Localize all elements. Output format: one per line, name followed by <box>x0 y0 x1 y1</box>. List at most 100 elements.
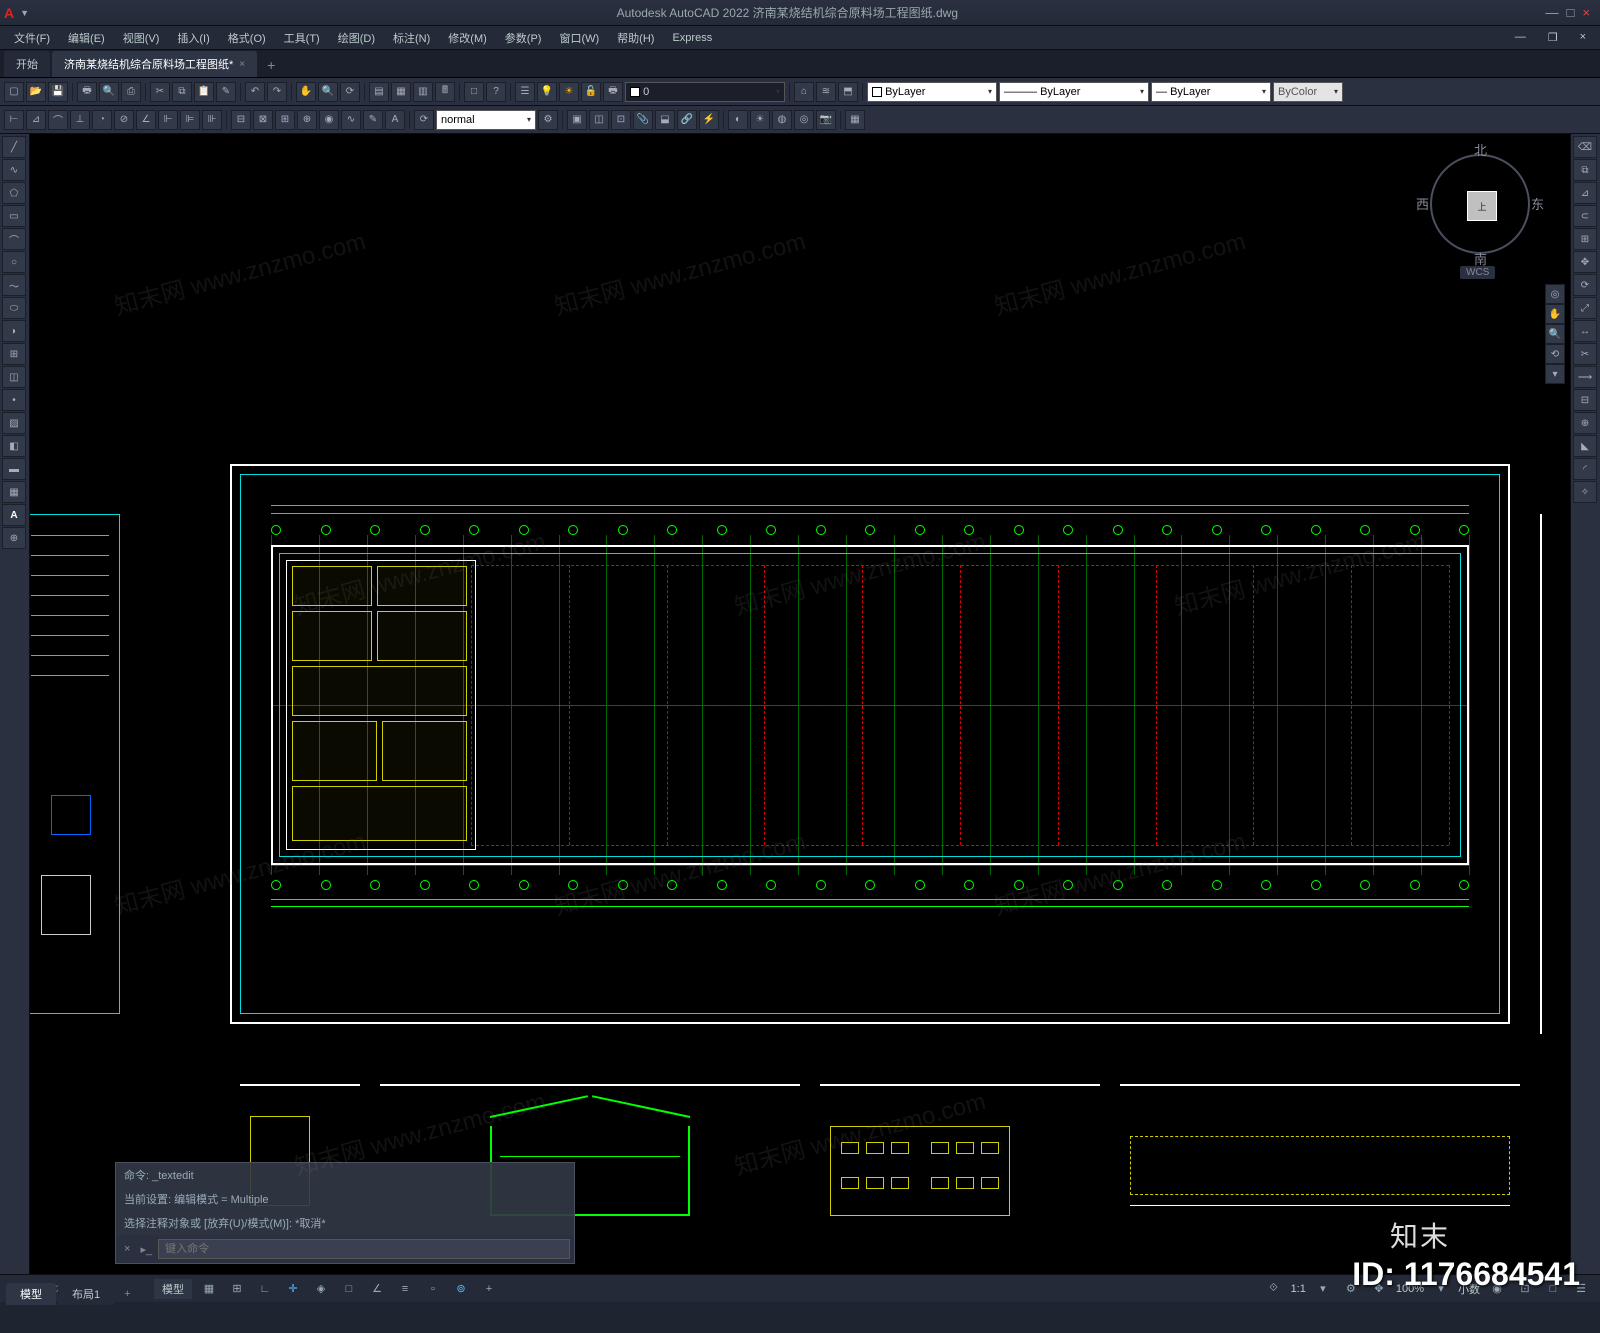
move-icon[interactable]: ✥ <box>1573 251 1597 273</box>
command-input[interactable] <box>158 1239 570 1259</box>
anno-scale-icon[interactable]: ⟐ <box>1263 1279 1285 1299</box>
help-icon[interactable]: ? <box>486 82 506 102</box>
layer-filter-icon[interactable]: ⌂ <box>794 82 814 102</box>
new-icon[interactable]: ▢ <box>4 82 24 102</box>
grid-toggle-icon[interactable]: ▦ <box>198 1279 220 1299</box>
menu-draw[interactable]: 绘图(D) <box>330 28 383 48</box>
dim-continue-icon[interactable]: ⊪ <box>202 110 222 130</box>
window-close-icon[interactable]: × <box>1582 5 1590 20</box>
menu-tools[interactable]: 工具(T) <box>276 28 328 48</box>
dimstyle-dropdown[interactable]: normal <box>436 110 536 130</box>
redo-icon[interactable]: ↷ <box>267 82 287 102</box>
scale-dropdown-icon[interactable]: ▾ <box>1312 1279 1334 1299</box>
cut-icon[interactable]: ✂ <box>150 82 170 102</box>
nav-show-icon[interactable]: ▾ <box>1545 364 1565 384</box>
dim-diameter-icon[interactable]: ⊘ <box>114 110 134 130</box>
trans-toggle-icon[interactable]: ▫ <box>422 1279 444 1299</box>
center-icon[interactable]: ⊕ <box>297 110 317 130</box>
scale-icon[interactable]: ⤢ <box>1573 297 1597 319</box>
menu-file[interactable]: 文件(F) <box>6 28 58 48</box>
explode-icon[interactable]: ✧ <box>1573 481 1597 503</box>
rotate-icon[interactable]: ⟳ <box>1573 274 1597 296</box>
publish-icon[interactable]: ⎙ <box>121 82 141 102</box>
menu-window[interactable]: 窗口(W) <box>551 28 607 48</box>
drawing-canvas[interactable]: 北 南 东 西 上 WCS ◎ ✋ 🔍 ⟲ ▾ <box>30 134 1570 1274</box>
dim-quick-icon[interactable]: ⊩ <box>158 110 178 130</box>
viewcube-east[interactable]: 东 <box>1531 194 1544 213</box>
field-icon[interactable]: ⊡ <box>611 110 631 130</box>
zoom-icon[interactable]: 🔍 <box>318 82 338 102</box>
extend-icon[interactable]: ⟶ <box>1573 366 1597 388</box>
tab-layout-add[interactable]: + <box>116 1288 138 1300</box>
pline-icon[interactable]: ∿ <box>2 159 26 181</box>
make-block-icon[interactable]: ◫ <box>2 366 26 388</box>
snap-toggle-icon[interactable]: ⊞ <box>226 1279 248 1299</box>
dim-update-icon[interactable]: ⟳ <box>414 110 434 130</box>
iso-toggle-icon[interactable]: ◈ <box>310 1279 332 1299</box>
undo-icon[interactable]: ↶ <box>245 82 265 102</box>
copy-obj-icon[interactable]: ⧉ <box>1573 159 1597 181</box>
sheet-icon[interactable]: ▦ <box>391 82 411 102</box>
layer-lock-icon[interactable]: 🔓 <box>581 82 601 102</box>
nav-orbit-icon[interactable]: ⟲ <box>1545 344 1565 364</box>
join-icon[interactable]: ⊕ <box>1573 412 1597 434</box>
osnap-toggle-icon[interactable]: □ <box>338 1279 360 1299</box>
open-icon[interactable]: 📂 <box>26 82 46 102</box>
properties-icon[interactable]: ▤ <box>369 82 389 102</box>
render-icon[interactable]: ◐ <box>728 110 748 130</box>
inspect-icon[interactable]: ◉ <box>319 110 339 130</box>
dim-radius-icon[interactable]: ◔ <box>92 110 112 130</box>
track-toggle-icon[interactable]: ∠ <box>366 1279 388 1299</box>
window-minimize-icon[interactable]: — <box>1546 5 1559 20</box>
polar-toggle-icon[interactable]: ✛ <box>282 1279 304 1299</box>
window-maximize-icon[interactable]: □ <box>1567 5 1575 20</box>
status-model-label[interactable]: 模型 <box>154 1279 192 1299</box>
tab-add-button[interactable]: + <box>259 53 283 77</box>
dim-aligned-icon[interactable]: ⊿ <box>26 110 46 130</box>
dim-baseline-icon[interactable]: ⊫ <box>180 110 200 130</box>
stretch-icon[interactable]: ↔ <box>1573 320 1597 342</box>
lwt-toggle-icon[interactable]: ≡ <box>394 1279 416 1299</box>
polygon-icon[interactable]: ⬠ <box>2 182 26 204</box>
doc-minimize-icon[interactable]: — <box>1507 29 1534 46</box>
attach-icon[interactable]: 📎 <box>633 110 653 130</box>
doc-restore-icon[interactable]: ❐ <box>1540 29 1566 46</box>
menu-dimension[interactable]: 标注(N) <box>385 28 438 48</box>
ellipse-arc-icon[interactable]: ◗ <box>2 320 26 342</box>
spline-icon[interactable]: ～ <box>2 274 26 296</box>
camera-icon[interactable]: 📷 <box>816 110 836 130</box>
offset-icon[interactable]: ⊂ <box>1573 205 1597 227</box>
layer-mgr-icon[interactable]: ☰ <box>515 82 535 102</box>
window-tile-icon[interactable]: ▦ <box>845 110 865 130</box>
viewcube-north[interactable]: 北 <box>1474 140 1487 159</box>
rectangle-icon[interactable]: ▭ <box>2 205 26 227</box>
block-icon[interactable]: ◫ <box>589 110 609 130</box>
doc-close-icon[interactable]: × <box>1572 29 1594 46</box>
menu-format[interactable]: 格式(O) <box>220 28 274 48</box>
dyn-toggle-icon[interactable]: + <box>478 1279 500 1299</box>
view-cube[interactable]: 北 南 东 西 上 WCS <box>1420 144 1540 264</box>
layer-dropdown[interactable]: 0 <box>625 82 785 102</box>
light-icon[interactable]: ☀ <box>750 110 770 130</box>
addselect-icon[interactable]: ⊕ <box>2 527 26 549</box>
nav-pan-icon[interactable]: ✋ <box>1545 304 1565 324</box>
pan-icon[interactable]: ✋ <box>296 82 316 102</box>
layer-plot-icon[interactable]: 🖶 <box>603 82 623 102</box>
line-icon[interactable]: ╱ <box>2 136 26 158</box>
ellipse-icon[interactable]: ⬭ <box>2 297 26 319</box>
circle-icon[interactable]: ○ <box>2 251 26 273</box>
menu-modify[interactable]: 修改(M) <box>440 28 495 48</box>
ortho-toggle-icon[interactable]: ∟ <box>254 1279 276 1299</box>
fillet-icon[interactable]: ◜ <box>1573 458 1597 480</box>
layer-bulb-icon[interactable]: 💡 <box>537 82 557 102</box>
gradient-icon[interactable]: ◧ <box>2 435 26 457</box>
color-dropdown[interactable]: ByLayer <box>867 82 997 102</box>
point-icon[interactable]: • <box>2 389 26 411</box>
menu-insert[interactable]: 插入(I) <box>169 28 217 48</box>
tab-model[interactable]: 模型 <box>6 1283 56 1305</box>
layer-state-icon[interactable]: ≋ <box>816 82 836 102</box>
nav-wheel-icon[interactable]: ◎ <box>1545 284 1565 304</box>
wcs-label[interactable]: WCS <box>1460 266 1495 279</box>
menu-express[interactable]: Express <box>664 30 720 46</box>
ole-icon[interactable]: ⬓ <box>655 110 675 130</box>
